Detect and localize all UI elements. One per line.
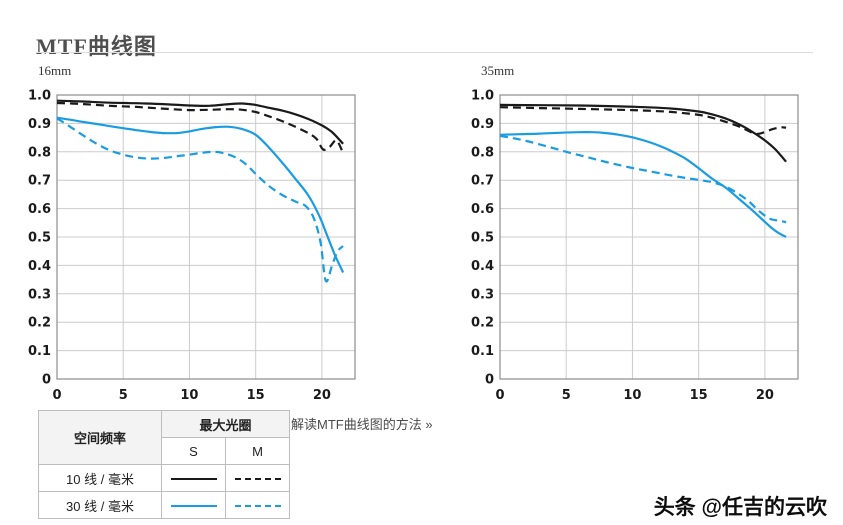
svg-text:1.0: 1.0 (28, 89, 51, 104)
svg-text:0.4: 0.4 (471, 259, 494, 274)
svg-text:0.4: 0.4 (28, 259, 51, 274)
svg-text:0.8: 0.8 (471, 145, 494, 160)
svg-text:0: 0 (42, 373, 51, 388)
mtf-chart-16mm: 16mm 0 0.1 0.2 0.3 0.4 0.5 0.6 0.7 0.8 0.9 1.0 0 5 10… (27, 63, 363, 409)
mtf-chart-35mm: 35mm 0 0.1 0.2 0.3 0.4 0.5 0.6 0.7 0.8 0.9 1.0 0 5 10… (470, 63, 806, 409)
svg-text:0.3: 0.3 (28, 287, 51, 302)
svg-text:15: 15 (247, 388, 265, 403)
svg-text:0.3: 0.3 (471, 287, 494, 302)
how-to-read-mtf-link[interactable]: 解读MTF曲线图的方法 » (291, 417, 433, 432)
svg-text:0.6: 0.6 (471, 202, 494, 217)
table-row: 30 线 / 毫米 (38, 491, 290, 519)
s-column-header: S (161, 437, 226, 465)
title-divider (36, 52, 813, 53)
line-sample-10-dashed (234, 478, 281, 481)
svg-text:20: 20 (313, 388, 331, 403)
focal-length-label-16mm: 16mm (38, 63, 72, 78)
svg-text:0: 0 (485, 373, 494, 388)
svg-text:0.9: 0.9 (28, 117, 51, 132)
svg-text:0.6: 0.6 (28, 202, 51, 217)
svg-text:0.8: 0.8 (28, 145, 51, 160)
line-sample-30-solid (170, 505, 217, 508)
row-label-30-lines: 30 线 / 毫米 (38, 491, 162, 519)
watermark: 头条 @任吉的云吹 (653, 496, 827, 519)
table-subheader-row: S M (39, 437, 290, 465)
svg-text:1.0: 1.0 (471, 89, 494, 104)
svg-text:0.1: 0.1 (471, 344, 494, 359)
svg-text:0.2: 0.2 (28, 316, 51, 331)
svg-text:15: 15 (690, 388, 708, 403)
mtf-legend-table: 空间频率 最大光圈 S M 10 线 / 毫米 30 线 / 毫米 (38, 410, 290, 519)
svg-text:10: 10 (623, 388, 641, 403)
svg-text:0.7: 0.7 (28, 174, 51, 189)
m-column-header: M (225, 437, 290, 465)
page-title: MTF曲线图 (36, 33, 157, 59)
mtf-plot-35mm: 0 0.1 0.2 0.3 0.4 0.5 0.6 0.7 0.8 0.9 1.0 0 5 10 15 20 (471, 89, 799, 403)
svg-text:10: 10 (180, 388, 198, 403)
line-sample-10-solid (170, 478, 217, 481)
mtf-plot-16mm: 0 0.1 0.2 0.3 0.4 0.5 0.6 0.7 0.8 0.9 1.0 0 5 10 15 20 (28, 89, 356, 403)
svg-text:0.5: 0.5 (471, 231, 494, 246)
svg-text:0.7: 0.7 (471, 174, 494, 189)
spatial-frequency-header: 空间频率 (38, 410, 162, 465)
svg-text:5: 5 (119, 388, 128, 403)
max-aperture-header: 最大光圈 (161, 410, 290, 438)
svg-text:0: 0 (495, 388, 504, 403)
svg-text:0.1: 0.1 (28, 344, 51, 359)
svg-text:0.5: 0.5 (28, 231, 51, 246)
table-row: 10 线 / 毫米 (38, 464, 290, 492)
svg-text:0.2: 0.2 (471, 316, 494, 331)
svg-text:20: 20 (756, 388, 774, 403)
focal-length-label-35mm: 35mm (481, 63, 515, 78)
row-label-10-lines: 10 线 / 毫米 (38, 464, 162, 492)
svg-text:5: 5 (562, 388, 571, 403)
table-header-row: 空间频率 最大光圈 (38, 410, 290, 465)
line-sample-30-dashed (234, 505, 281, 508)
svg-text:0.9: 0.9 (471, 117, 494, 132)
svg-text:0: 0 (52, 388, 61, 403)
